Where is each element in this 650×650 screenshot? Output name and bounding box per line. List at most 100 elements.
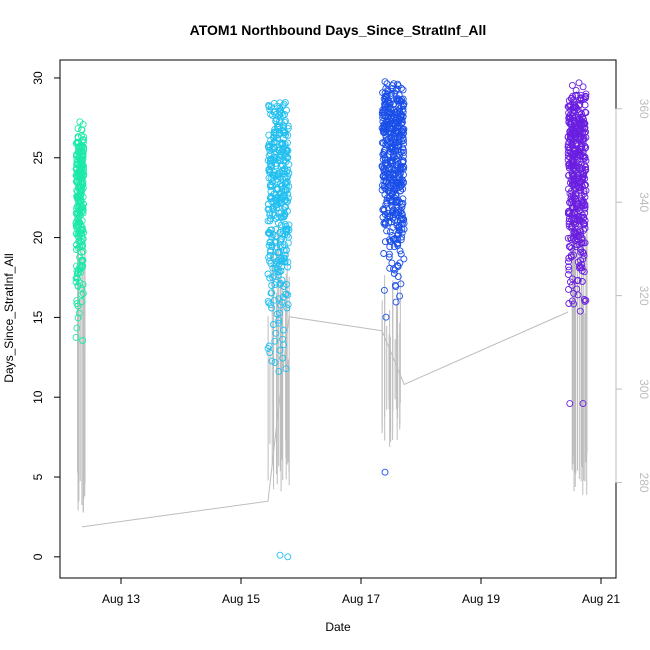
data-point [266, 248, 274, 256]
data-point [277, 109, 285, 117]
data-point [581, 165, 589, 173]
data-point [395, 138, 403, 146]
x-tick-label: Aug 19 [462, 592, 500, 606]
right-axis-line [81, 311, 569, 528]
data-point [266, 106, 274, 114]
data-point [569, 96, 577, 104]
data-point [393, 198, 401, 206]
outlier-point [381, 468, 389, 476]
data-point [281, 150, 289, 158]
data-point [571, 208, 579, 216]
data-point [75, 162, 83, 170]
data-point [276, 99, 284, 107]
data-point [581, 153, 589, 161]
data-point [279, 354, 287, 362]
data-point [386, 144, 394, 152]
data-point [266, 239, 274, 247]
data-point [382, 145, 389, 153]
data-point [270, 253, 277, 261]
data-point [284, 258, 292, 266]
data-point [571, 215, 579, 222]
data-point [579, 137, 587, 145]
data-point [397, 187, 405, 195]
outlier-point [276, 551, 284, 559]
data-point [76, 157, 84, 165]
data-point [576, 307, 584, 315]
data-point [278, 276, 286, 284]
data-point [568, 281, 576, 289]
data-point [78, 204, 86, 212]
data-point [382, 121, 390, 129]
data-point [382, 200, 390, 208]
data-point [576, 129, 584, 137]
data-point [568, 161, 576, 169]
x-tick-label: Aug 21 [582, 592, 620, 606]
y2-tick-label: 300 [637, 379, 650, 399]
data-point [74, 193, 82, 200]
data-point [284, 139, 291, 147]
data-point [581, 220, 589, 228]
data-point [574, 106, 582, 114]
data-point [396, 108, 404, 116]
data-point [78, 226, 86, 233]
data-point [565, 243, 573, 250]
data-point [276, 169, 283, 177]
data-point [278, 298, 286, 306]
y-tick-label: 10 [31, 390, 45, 404]
data-point [396, 292, 404, 300]
data-point [275, 367, 283, 375]
data-point [266, 159, 274, 167]
data-point [566, 160, 574, 167]
data-point [76, 170, 84, 178]
data-point [284, 301, 292, 309]
data-point [379, 89, 387, 97]
data-point [580, 190, 588, 198]
data-point [575, 117, 582, 125]
data-point [565, 254, 573, 262]
data-point [388, 85, 396, 93]
data-point [574, 291, 582, 299]
data-point [275, 319, 283, 327]
data-point [279, 326, 287, 334]
data-point [274, 146, 282, 154]
y-tick-label: 30 [31, 71, 45, 85]
data-point [281, 118, 289, 126]
data-point [383, 80, 391, 88]
data-point [382, 84, 390, 92]
data-point [575, 79, 583, 87]
data-point [279, 144, 287, 152]
data-point [393, 185, 401, 192]
data-point [265, 102, 273, 109]
data-point [276, 346, 284, 354]
data-point [382, 313, 390, 321]
data-point [387, 238, 395, 245]
data-point [282, 174, 290, 182]
data-point [73, 150, 81, 158]
data-point [279, 293, 287, 301]
data-point [283, 168, 291, 175]
data-point [283, 106, 290, 114]
data-point [268, 178, 276, 186]
data-point [400, 140, 407, 148]
data-point [278, 221, 285, 229]
data-point [387, 92, 395, 99]
data-point [381, 221, 389, 229]
data-point [75, 309, 83, 317]
data-point [581, 125, 589, 133]
data-point [275, 154, 283, 161]
data-point [570, 177, 578, 185]
data-point [568, 81, 576, 89]
data-point [566, 102, 574, 110]
data-point [271, 359, 279, 367]
data-point [278, 182, 286, 190]
data-point [565, 263, 573, 271]
data-point [392, 128, 400, 136]
data-point [581, 205, 589, 213]
data-point [280, 157, 288, 165]
data-point [394, 230, 402, 238]
data-point [277, 162, 285, 170]
data-point [390, 166, 398, 174]
x-axis-label: Date [325, 620, 351, 634]
data-point [282, 246, 290, 254]
